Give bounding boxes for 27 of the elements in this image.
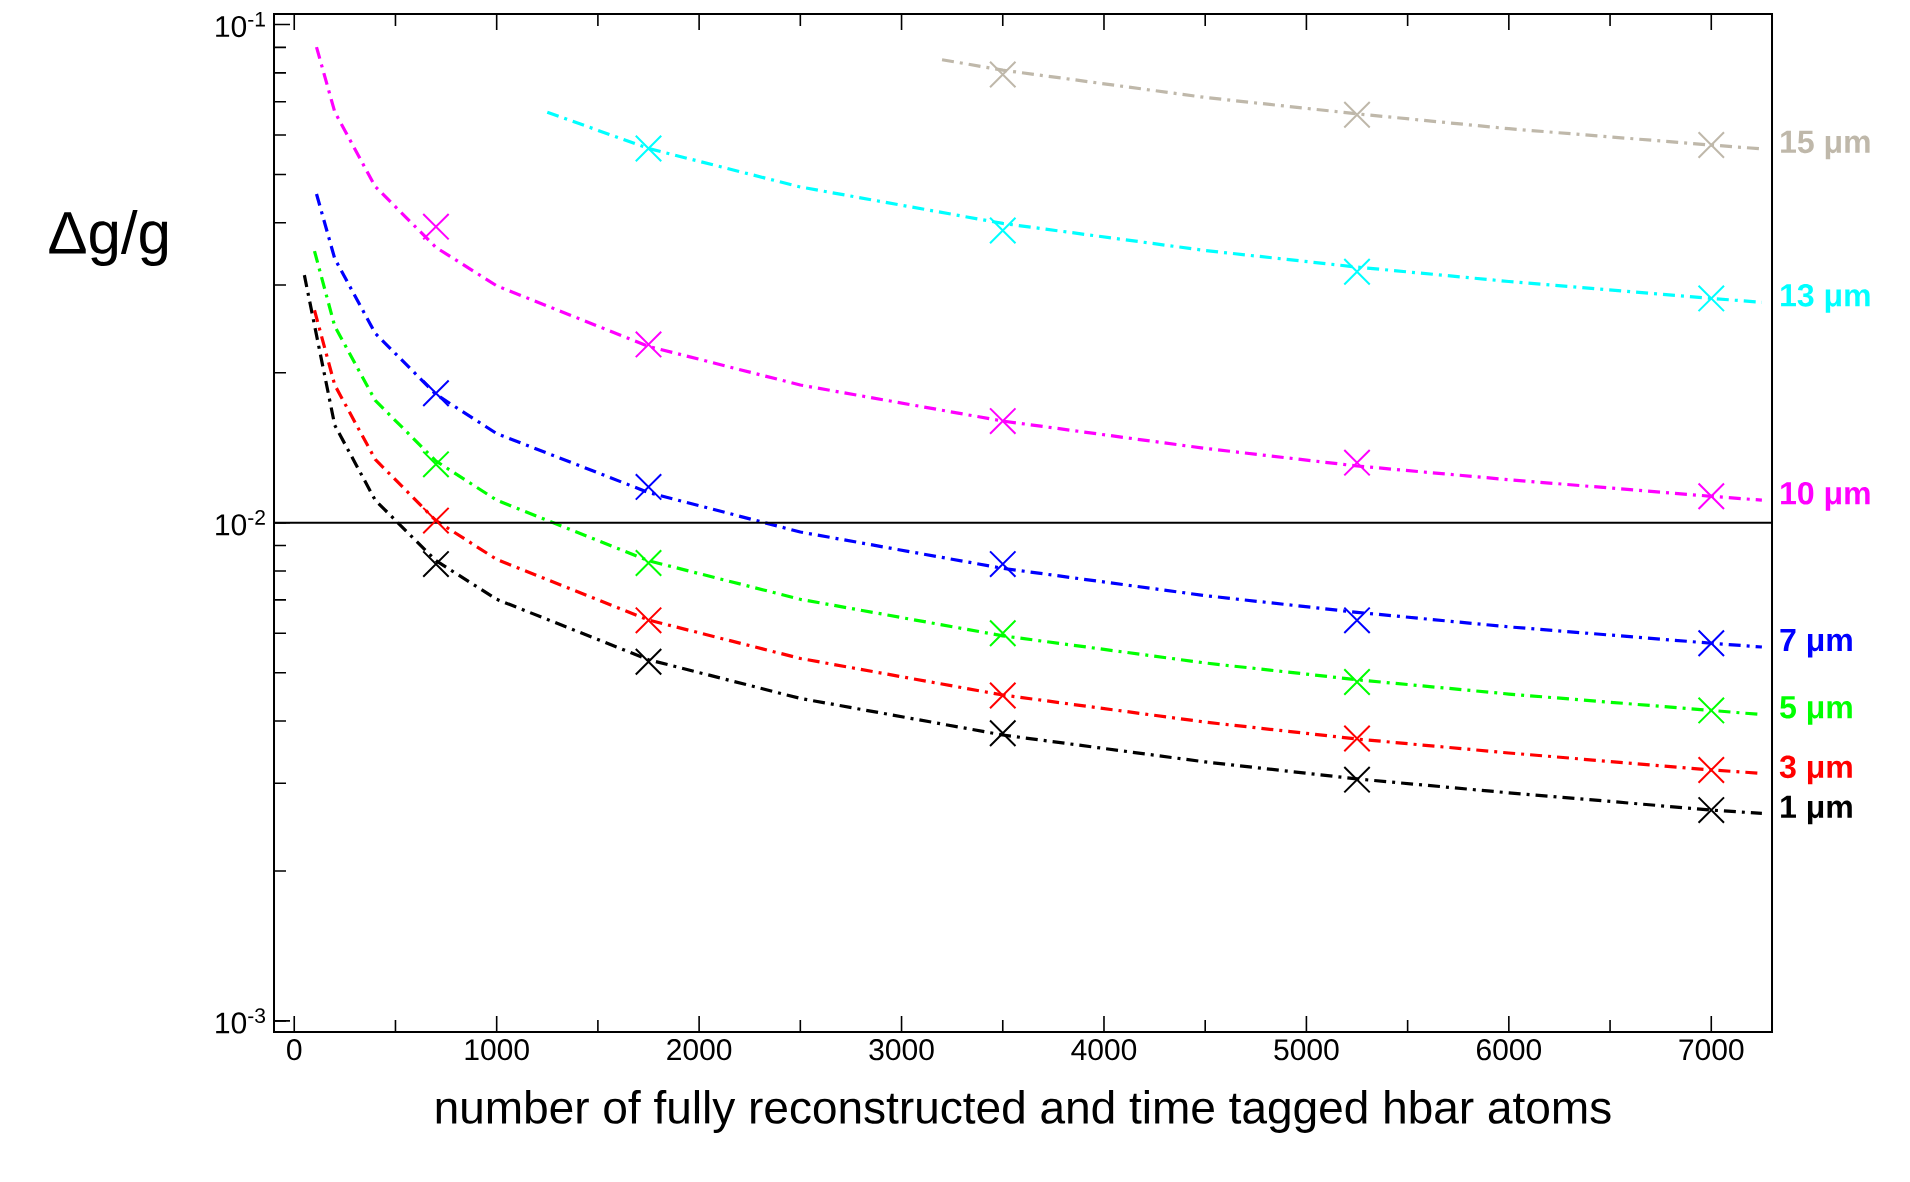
series-label: 10 μm xyxy=(1781,481,1870,511)
x-tick-label: 4000 xyxy=(1071,1039,1137,1061)
series-label: 7 μm xyxy=(1780,628,1852,658)
series-label: 5 μm xyxy=(1780,696,1852,725)
point xyxy=(1343,258,1371,286)
x-tick-label: 1000 xyxy=(465,1039,529,1061)
series-label: 1 μm xyxy=(1781,795,1852,825)
x-tick-label: 3000 xyxy=(869,1039,934,1061)
y-tick-label: 10$^{-3}$ xyxy=(216,1008,266,1034)
series-label: 3 μm xyxy=(1779,755,1852,785)
x-tick-label: 2000 xyxy=(667,1039,732,1061)
x-axis-title: number of fully reconstructed and time tagged hbar atoms xyxy=(436,1090,1611,1133)
point xyxy=(1343,606,1371,635)
point xyxy=(989,216,1017,245)
point xyxy=(989,60,1017,89)
x-tick-label: 7000 xyxy=(1679,1039,1744,1061)
x-tick-label: 0 xyxy=(287,1039,302,1061)
series-label: 15 μm xyxy=(1781,130,1870,160)
x-tick-label: 5000 xyxy=(1274,1039,1339,1061)
series-label: 13 μm xyxy=(1781,284,1870,313)
y-tick-label: 10$^{-2}$ xyxy=(216,510,265,536)
y-tick-label: 10$^{-1}$ xyxy=(216,11,265,38)
point xyxy=(422,212,450,241)
x-tick-label: 6000 xyxy=(1477,1039,1542,1061)
point xyxy=(634,473,663,501)
point xyxy=(989,550,1017,578)
y-axis-title: Δg/g xyxy=(49,210,168,266)
